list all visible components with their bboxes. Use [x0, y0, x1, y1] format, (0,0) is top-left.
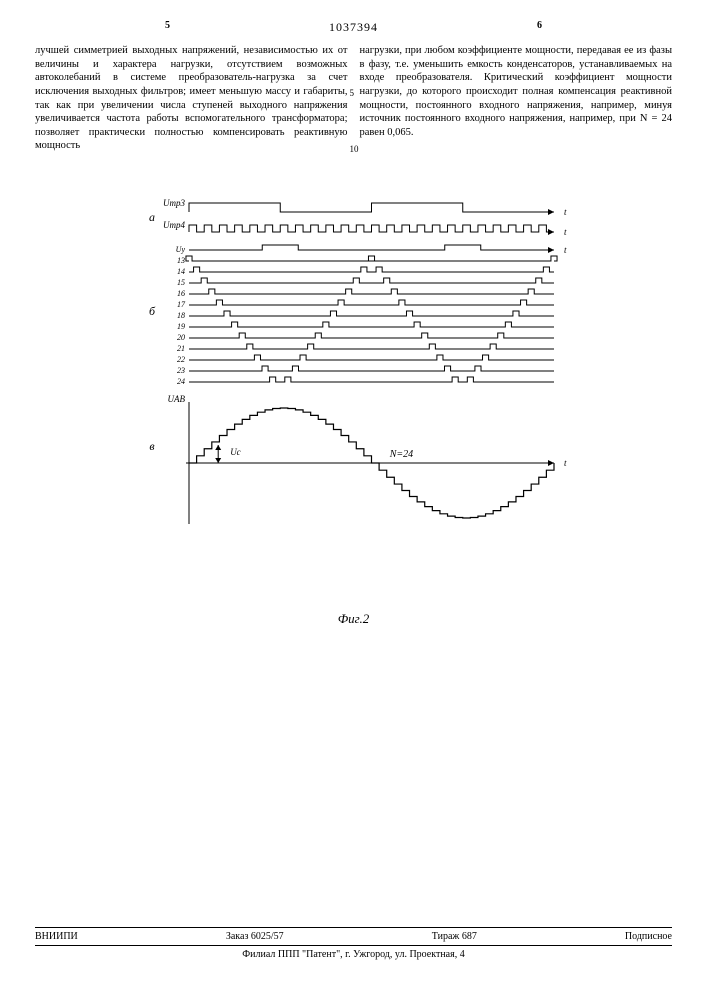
svg-text:16: 16: [177, 289, 185, 298]
svg-text:15: 15: [177, 278, 185, 287]
doc-number: 1037394: [329, 20, 378, 35]
svg-text:в: в: [149, 439, 154, 453]
svg-text:а: а: [149, 210, 155, 224]
header: 5 1037394 6: [35, 20, 672, 40]
footer-org: ВНИИПИ: [35, 931, 78, 942]
footer-sub: Подписное: [625, 931, 672, 942]
svg-text:17: 17: [177, 300, 186, 309]
svg-text:21: 21: [177, 344, 185, 353]
col-num-right: 6: [537, 20, 542, 31]
figure-svg: а Uтр3 t Uтр4 t б Uу t 13 14 15 16 17 18 19 20 21 22 23 24 в…: [134, 183, 574, 603]
svg-text:Uтр3: Uтр3: [163, 198, 185, 208]
svg-text:19: 19: [177, 322, 185, 331]
svg-text:23: 23: [177, 366, 185, 375]
svg-text:N=24: N=24: [388, 449, 412, 460]
page: 5 1037394 6 лучшей симметрией выходных н…: [0, 0, 707, 1000]
figure-area: а Uтр3 t Uтр4 t б Uу t 13 14 15 16 17 18 19 20 21 22 23 24 в…: [35, 183, 672, 603]
right-column: 5 10 нагрузки, при любом коэффициенте мо…: [360, 44, 673, 153]
line-marker-5: 5: [350, 88, 355, 100]
figure-caption: Фиг.2: [35, 611, 672, 627]
svg-text:13: 13: [177, 256, 185, 265]
text-columns: лучшей симметрией выходных напряжений, н…: [35, 44, 672, 153]
svg-text:t: t: [564, 245, 567, 255]
svg-text:Uс: Uс: [230, 447, 241, 457]
footer-address: Филиал ППП "Патент", г. Ужгород, ул. Про…: [242, 949, 464, 960]
svg-text:14: 14: [177, 267, 185, 276]
svg-text:t: t: [564, 207, 567, 217]
footer-line1: ВНИИПИ Заказ 6025/57 Тираж 687 Подписное: [35, 927, 672, 942]
svg-text:20: 20: [177, 333, 185, 342]
svg-text:б: б: [148, 304, 155, 318]
footer-order: Заказ 6025/57: [226, 931, 284, 942]
svg-text:24: 24: [177, 377, 185, 386]
footer: ВНИИПИ Заказ 6025/57 Тираж 687 Подписное…: [35, 927, 672, 960]
footer-line2: Филиал ППП "Патент", г. Ужгород, ул. Про…: [35, 945, 672, 960]
body-text-right: нагрузки, при любом коэффициенте мощност…: [360, 45, 673, 138]
svg-text:Uу: Uу: [175, 245, 185, 254]
svg-text:18: 18: [177, 311, 185, 320]
line-marker-10: 10: [350, 144, 359, 156]
svg-text:UАВ: UАВ: [167, 394, 185, 404]
svg-text:22: 22: [177, 355, 185, 364]
body-text-left: лучшей симметрией выходных напряжений, н…: [35, 45, 348, 151]
svg-text:Uтр4: Uтр4: [163, 220, 185, 230]
left-column: лучшей симметрией выходных напряжений, н…: [35, 44, 348, 153]
footer-tirazh: Тираж 687: [432, 931, 477, 942]
col-num-left: 5: [165, 20, 170, 31]
svg-text:t: t: [564, 458, 567, 468]
svg-text:t: t: [564, 227, 567, 237]
